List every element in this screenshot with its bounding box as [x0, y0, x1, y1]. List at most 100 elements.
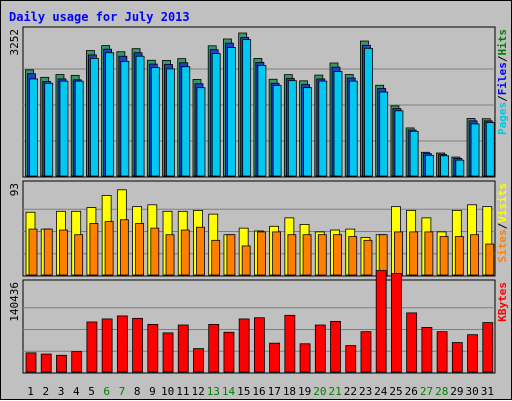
- x-tick-label: 14: [222, 385, 236, 398]
- bar-sites: [241, 245, 251, 276]
- bar-sites: [135, 223, 144, 276]
- y-max-label: 3252: [8, 29, 21, 56]
- bar-sites: [424, 231, 434, 276]
- bar-sites: [165, 234, 175, 276]
- bar-pages: [470, 123, 480, 177]
- bar-pages: [105, 52, 115, 177]
- bar-kbytes: [40, 353, 52, 373]
- legend-item: /: [496, 95, 509, 102]
- x-tick-label: 26: [405, 385, 418, 398]
- bar-sites: [211, 239, 221, 276]
- bar-kbytes: [177, 324, 189, 373]
- panel-visits-sites: 93 Sites/Visits: [8, 180, 509, 277]
- legend-item: Pages: [496, 102, 509, 135]
- legend-item: Sites: [496, 229, 509, 262]
- x-tick-label: 18: [283, 385, 296, 398]
- bar-sites: [226, 234, 236, 276]
- x-tick-label: 25: [389, 385, 402, 398]
- x-tick-label: 9: [149, 385, 156, 398]
- bar-sites: [363, 239, 373, 276]
- bar-sites: [256, 231, 266, 276]
- bar-pages: [166, 68, 175, 177]
- bar-sites: [470, 234, 479, 276]
- bar-kbytes: [253, 317, 265, 373]
- bar-kbytes: [467, 334, 478, 373]
- bar-kbytes: [116, 315, 128, 373]
- bar-pages: [120, 61, 130, 177]
- bar-kbytes: [208, 323, 220, 373]
- bar-kbytes: [86, 321, 98, 373]
- legend-item: Hits: [496, 29, 509, 56]
- x-tick-label: 21: [329, 385, 342, 398]
- bar-pages: [150, 67, 160, 177]
- bar-pages: [440, 155, 449, 177]
- bar-kbytes: [71, 351, 83, 373]
- bar-pages: [424, 154, 434, 177]
- bar-pages: [181, 66, 191, 177]
- bar-kbytes: [223, 331, 235, 373]
- legend-visits_sites: Sites/Visits: [496, 183, 509, 263]
- bar-pages: [196, 87, 206, 177]
- bar-kbytes: [193, 348, 204, 373]
- bar-sites: [196, 226, 205, 276]
- bar-pages: [135, 55, 145, 177]
- bar-kbytes: [269, 342, 281, 373]
- bar-pages: [287, 80, 297, 177]
- bar-pages: [211, 53, 221, 177]
- x-tick-label: 6: [103, 385, 110, 398]
- bar-kbytes: [238, 318, 250, 373]
- bar-kbytes: [451, 342, 463, 373]
- x-axis-labels: 1 2 3 4 5 6 7 8 9 10 11 12 13 14 15 16 17 18 19 20 21 22 23 24 2…: [27, 385, 494, 398]
- bar-pages: [257, 64, 267, 177]
- bar-sites: [272, 231, 282, 276]
- bar-pages: [303, 87, 312, 177]
- y-max-label: 93: [8, 183, 21, 196]
- bar-pages: [242, 39, 252, 177]
- x-tick-label: 24: [374, 385, 388, 398]
- bar-kbytes: [162, 332, 174, 373]
- bar-kbytes: [436, 331, 448, 373]
- bar-sites: [439, 236, 449, 276]
- bar-pages: [333, 71, 343, 177]
- bar-pages: [394, 110, 404, 177]
- bar-pages: [29, 78, 38, 177]
- x-tick-label: 30: [466, 385, 479, 398]
- bar-sites: [74, 234, 84, 276]
- bar-sites: [409, 231, 419, 276]
- bar-kbytes: [375, 270, 387, 373]
- bar-kbytes: [421, 327, 433, 373]
- bar-pages: [272, 85, 282, 177]
- bar-kbytes: [299, 343, 311, 373]
- bar-sites: [454, 236, 464, 276]
- bar-pages: [409, 130, 419, 177]
- bar-pages: [74, 80, 84, 177]
- chart-title: Daily usage for July 2013: [9, 10, 190, 24]
- panels: 3252Pages/Files/Hits93Sites/Visits140436…: [8, 26, 509, 398]
- bar-sites: [119, 219, 129, 276]
- x-tick-label: 16: [252, 385, 265, 398]
- x-tick-label: 17: [268, 385, 281, 398]
- x-tick-label: 28: [435, 385, 448, 398]
- x-tick-label: 12: [191, 385, 204, 398]
- bar-pages: [90, 58, 99, 177]
- bar-pages: [485, 122, 495, 177]
- bar-kbytes: [284, 314, 296, 373]
- bar-sites: [104, 221, 114, 276]
- x-tick-label: 5: [88, 385, 95, 398]
- bar-pages: [455, 159, 465, 177]
- legend-hits_files_pages: Pages/Files/Hits: [496, 29, 509, 135]
- bar-sites: [150, 227, 160, 276]
- x-tick-label: 10: [161, 385, 174, 398]
- x-tick-label: 22: [344, 385, 357, 398]
- legend-item: KBytes: [496, 282, 509, 322]
- bar-kbytes: [25, 352, 37, 373]
- x-tick-label: 20: [313, 385, 326, 398]
- bar-sites: [302, 234, 312, 276]
- bar-kbytes: [132, 317, 143, 373]
- x-tick-label: 11: [176, 385, 189, 398]
- y-max-label: 140436: [8, 282, 21, 322]
- bar-pages: [227, 47, 236, 177]
- legend-item: /: [496, 222, 509, 229]
